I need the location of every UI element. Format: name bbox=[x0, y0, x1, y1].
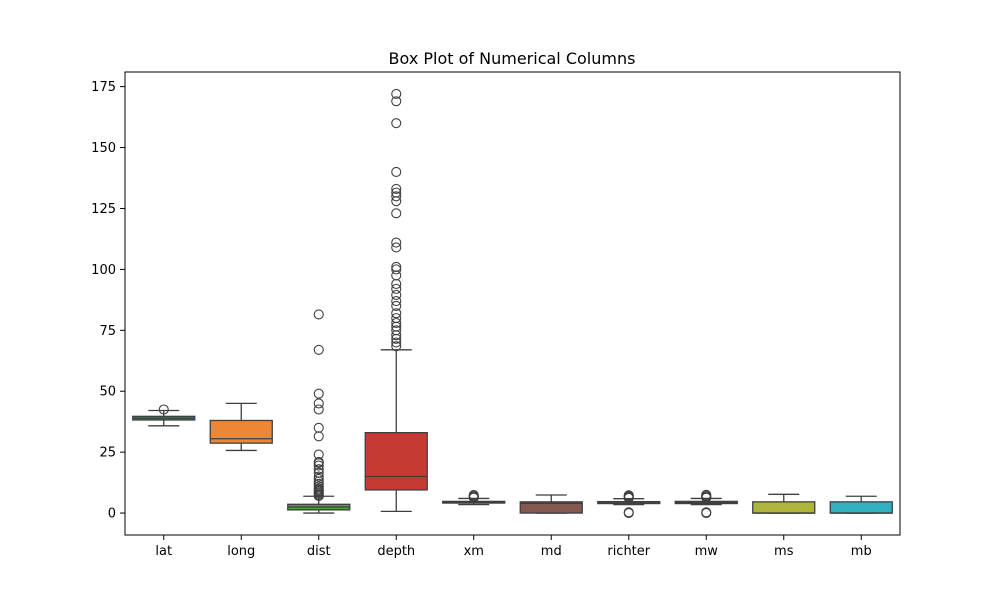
outlier-point bbox=[391, 283, 402, 294]
outlier-point bbox=[313, 344, 324, 355]
outlier-point bbox=[391, 208, 402, 219]
y-tick-label: 25 bbox=[99, 446, 116, 461]
x-tick-label-dist: dist bbox=[307, 544, 331, 559]
y-tick-label: 175 bbox=[91, 80, 116, 95]
x-tick-label-ms: ms bbox=[774, 544, 794, 559]
outlier-point bbox=[391, 264, 402, 275]
outlier-point bbox=[391, 313, 402, 324]
x-tick-label-mw: mw bbox=[695, 544, 719, 559]
box-richter bbox=[597, 490, 661, 519]
box-long bbox=[209, 402, 273, 452]
outlier-point bbox=[391, 317, 402, 329]
y-tick-label: 50 bbox=[99, 385, 116, 400]
outlier-point bbox=[391, 183, 402, 195]
iqr-box bbox=[752, 501, 816, 514]
outlier-point bbox=[391, 191, 402, 202]
x-tick-label-mb: mb bbox=[851, 544, 872, 559]
outlier-point bbox=[391, 296, 402, 307]
outlier-point bbox=[391, 88, 402, 99]
box-depth bbox=[364, 88, 428, 513]
axes-frame bbox=[124, 71, 901, 536]
outlier-point bbox=[313, 464, 324, 475]
y-tick-label: 75 bbox=[99, 324, 116, 339]
box-mb bbox=[829, 495, 893, 514]
outlier-point bbox=[391, 166, 402, 177]
outlier-point bbox=[313, 467, 324, 478]
outlier-point bbox=[391, 118, 402, 129]
outlier-point bbox=[313, 404, 324, 415]
iqr-box bbox=[829, 501, 893, 514]
outlier-point bbox=[391, 242, 402, 253]
outlier-point bbox=[391, 96, 402, 107]
outlier-point bbox=[313, 473, 324, 485]
outlier-point bbox=[391, 237, 402, 248]
outlier-point bbox=[391, 325, 402, 336]
outlier-point bbox=[623, 490, 634, 501]
y-tick-label: 125 bbox=[91, 202, 116, 217]
outlier-point bbox=[313, 422, 324, 433]
x-tick-label-md: md bbox=[541, 544, 562, 559]
outlier-point bbox=[313, 478, 324, 489]
outlier-point bbox=[313, 483, 324, 494]
outlier-point bbox=[701, 489, 712, 500]
box-ms bbox=[752, 493, 816, 514]
outlier-point bbox=[391, 308, 402, 319]
y-tick-label: 100 bbox=[91, 263, 116, 278]
box-md bbox=[519, 494, 583, 514]
outlier-point bbox=[391, 337, 402, 348]
iqr-box bbox=[209, 419, 273, 444]
outlier-point bbox=[313, 449, 324, 460]
outlier-point bbox=[623, 507, 634, 518]
outlier-point bbox=[391, 341, 402, 352]
outlier-point bbox=[391, 261, 402, 272]
outlier-point bbox=[391, 289, 402, 301]
box-xm bbox=[442, 489, 506, 506]
outlier-point bbox=[391, 187, 402, 198]
outlier-point bbox=[313, 460, 324, 471]
outlier-point bbox=[313, 471, 324, 482]
box-lat bbox=[132, 404, 196, 427]
iqr-box bbox=[364, 432, 428, 491]
x-tick-label-long: long bbox=[227, 544, 255, 559]
x-tick-label-richter: richter bbox=[607, 544, 650, 559]
outlier-point bbox=[158, 404, 169, 415]
outlier-point bbox=[468, 489, 479, 501]
x-tick-label-depth: depth bbox=[377, 544, 415, 559]
iqr-box bbox=[519, 501, 583, 514]
outlier-point bbox=[701, 507, 712, 518]
box-dist bbox=[287, 309, 351, 514]
chart-title: Box Plot of Numerical Columns bbox=[389, 49, 636, 68]
outlier-point bbox=[391, 300, 402, 311]
outlier-point bbox=[313, 398, 324, 409]
y-tick-label: 150 bbox=[91, 141, 116, 156]
x-tick-label-lat: lat bbox=[155, 544, 172, 559]
y-tick-label: 0 bbox=[108, 507, 116, 522]
outlier-point bbox=[313, 388, 324, 399]
x-tick-label-xm: xm bbox=[464, 544, 484, 559]
outlier-point bbox=[313, 309, 324, 320]
outlier-point bbox=[313, 431, 324, 442]
box-mw bbox=[674, 489, 738, 519]
outlier-point bbox=[313, 456, 324, 467]
plot-area: 0 25 50 75 100 125 150 175 lat long dist depth xm md r… bbox=[91, 71, 901, 559]
outlier-point bbox=[313, 481, 324, 492]
